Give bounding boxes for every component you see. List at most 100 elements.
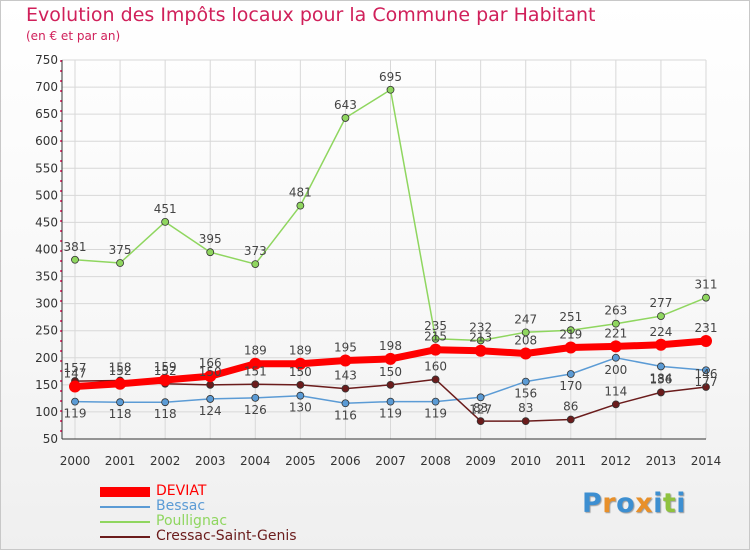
data-label: 147	[64, 366, 87, 380]
data-point	[386, 397, 395, 406]
data-label: 126	[244, 403, 267, 417]
data-label: 311	[695, 278, 718, 292]
logo-letter: t	[662, 488, 677, 519]
legend-swatch	[100, 535, 150, 538]
data-point	[249, 357, 262, 370]
x-tick-label: 2000	[60, 454, 91, 468]
legend-item: Bessac	[100, 499, 297, 514]
data-point	[700, 335, 712, 348]
chart-title: Evolution des Impôts locaux pour la Comm…	[26, 4, 596, 26]
x-tick-label: 2008	[420, 454, 451, 468]
y-tick-label: 200	[35, 351, 58, 365]
x-tick-label: 2012	[601, 454, 632, 468]
data-label: 189	[289, 344, 312, 358]
data-point	[564, 341, 577, 354]
data-label: 200	[604, 363, 627, 377]
data-point	[609, 340, 622, 353]
data-point	[204, 370, 217, 383]
data-point	[431, 375, 440, 384]
data-label: 151	[244, 364, 267, 378]
data-point	[566, 415, 575, 424]
data-point	[69, 380, 81, 393]
data-point	[476, 417, 485, 426]
legend-item: DEVIAT	[100, 484, 297, 499]
data-label: 177	[695, 375, 718, 389]
data-label: 224	[649, 325, 672, 339]
data-point	[702, 293, 710, 302]
data-label: 150	[289, 365, 312, 379]
y-tick-label: 150	[35, 378, 58, 392]
chart-axes: 50 100 150 200 250 300 350 400 450 500 550 600 650 70…	[35, 53, 721, 468]
data-point	[386, 380, 395, 389]
y-tick-label: 450	[35, 215, 58, 229]
legend-swatch	[100, 520, 150, 523]
data-point	[161, 217, 170, 226]
data-point	[521, 417, 530, 426]
logo-letter: x	[635, 488, 654, 519]
x-tick-label: 2007	[375, 454, 406, 468]
data-point	[702, 383, 710, 391]
data-point	[702, 366, 710, 375]
data-point	[116, 259, 124, 267]
data-point	[519, 347, 532, 360]
data-label: 375	[109, 243, 132, 257]
y-tick-label: 400	[35, 243, 58, 257]
data-point	[521, 377, 530, 386]
y-tick-label: 650	[35, 107, 58, 121]
data-label: 159	[154, 360, 177, 374]
data-label: 146	[695, 367, 718, 381]
data-label: 213	[469, 331, 492, 345]
x-tick-label: 2010	[510, 454, 541, 468]
data-point	[429, 343, 442, 356]
logo-letter: P	[582, 488, 603, 519]
data-point	[251, 380, 260, 389]
legend-label: Bessac	[156, 498, 206, 514]
data-point	[296, 201, 305, 210]
data-label: 373	[244, 244, 267, 258]
data-label: 86	[563, 400, 578, 414]
data-label: 221	[604, 326, 627, 340]
data-label: 118	[109, 407, 132, 421]
data-point	[474, 344, 487, 357]
data-label: 119	[379, 407, 402, 421]
chart-subtitle: (en € et par an)	[26, 29, 121, 43]
data-label: 170	[559, 379, 582, 393]
data-point	[161, 398, 170, 407]
data-label: 152	[109, 364, 132, 378]
y-tick-label: 600	[35, 134, 58, 148]
legend-item: Cressac-Saint-Genis	[100, 529, 297, 544]
data-point	[431, 334, 440, 343]
logo-letter: o	[616, 488, 636, 519]
data-label: 83	[518, 401, 533, 415]
data-point	[159, 373, 172, 386]
data-point	[116, 398, 124, 407]
data-label: 130	[289, 401, 312, 415]
x-tick-label: 2013	[646, 454, 677, 468]
data-point	[386, 85, 395, 94]
data-label: 116	[334, 408, 357, 422]
logo-letter: i	[653, 488, 663, 519]
data-point	[206, 248, 215, 257]
data-point	[384, 352, 397, 365]
data-label: 119	[424, 407, 447, 421]
data-point	[339, 354, 352, 367]
data-label: 119	[64, 407, 87, 421]
data-point	[476, 336, 485, 345]
data-point	[654, 338, 667, 351]
data-label: 150	[199, 365, 222, 379]
data-point	[71, 255, 79, 264]
x-tick-label: 2002	[150, 454, 181, 468]
logo-letter: i	[676, 488, 687, 519]
x-tick-label: 2006	[330, 454, 361, 468]
data-label: 157	[64, 361, 87, 375]
legend-item: Poullignac	[100, 514, 297, 529]
data-point	[657, 312, 665, 320]
data-point	[657, 388, 665, 397]
data-point	[476, 393, 485, 402]
data-label: 643	[334, 98, 357, 112]
data-label: 232	[469, 320, 492, 334]
data-label: 247	[514, 312, 537, 326]
y-tick-label: 750	[35, 53, 58, 67]
